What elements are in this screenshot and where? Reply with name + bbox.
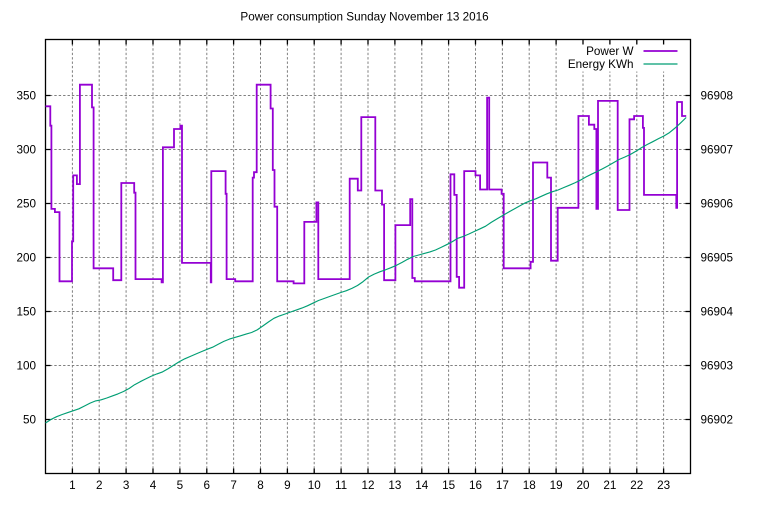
svg-text:Energy KWh: Energy KWh [568, 58, 634, 71]
svg-text:16: 16 [469, 479, 482, 492]
svg-text:13: 13 [388, 479, 401, 492]
svg-text:19: 19 [550, 479, 563, 492]
svg-text:100: 100 [16, 360, 36, 373]
svg-text:9: 9 [284, 479, 291, 492]
svg-text:96904: 96904 [701, 306, 734, 319]
svg-text:96902: 96902 [701, 414, 734, 427]
svg-text:Power W: Power W [586, 45, 633, 58]
svg-text:250: 250 [16, 198, 36, 211]
svg-text:23: 23 [657, 479, 670, 492]
svg-text:200: 200 [16, 252, 36, 265]
svg-text:350: 350 [16, 90, 36, 103]
svg-text:6: 6 [204, 479, 211, 492]
svg-text:50: 50 [23, 414, 37, 427]
svg-text:12: 12 [361, 479, 374, 492]
svg-text:150: 150 [16, 306, 36, 319]
svg-text:7: 7 [230, 479, 237, 492]
svg-text:Power consumption Sunday Novem: Power consumption Sunday November 13 201… [240, 11, 488, 24]
svg-text:96908: 96908 [701, 90, 734, 103]
svg-text:1: 1 [69, 479, 76, 492]
svg-text:20: 20 [576, 479, 590, 492]
svg-text:10: 10 [308, 479, 322, 492]
svg-text:96906: 96906 [701, 198, 734, 211]
svg-text:17: 17 [496, 479, 509, 492]
svg-text:15: 15 [442, 479, 456, 492]
svg-text:18: 18 [523, 479, 536, 492]
svg-text:96905: 96905 [701, 252, 734, 265]
svg-text:11: 11 [335, 479, 347, 492]
svg-text:96907: 96907 [701, 144, 734, 157]
svg-text:22: 22 [630, 479, 643, 492]
svg-text:2: 2 [96, 479, 103, 492]
svg-text:3: 3 [123, 479, 130, 492]
svg-text:8: 8 [257, 479, 264, 492]
svg-text:21: 21 [603, 479, 616, 492]
svg-text:300: 300 [16, 144, 36, 157]
svg-text:14: 14 [415, 479, 429, 492]
svg-text:5: 5 [177, 479, 184, 492]
svg-text:96903: 96903 [701, 360, 734, 373]
svg-text:4: 4 [150, 479, 157, 492]
